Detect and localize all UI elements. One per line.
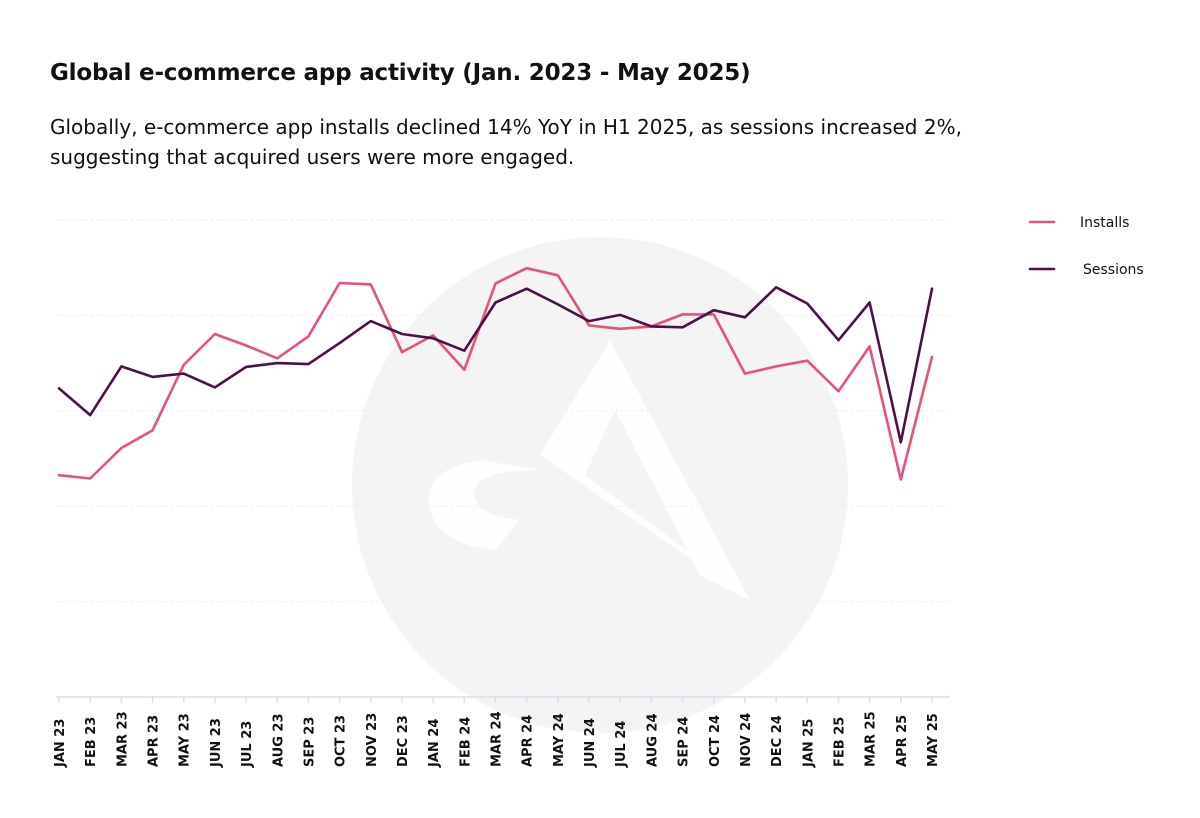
x-tick-label: NOV 24 <box>739 713 754 767</box>
legend: Installs Sessions <box>1028 215 1144 278</box>
x-tick-label: APR 23 <box>147 715 162 767</box>
x-tick-label: JUN 23 <box>209 718 224 768</box>
x-tick-label: FEB 23 <box>84 717 99 767</box>
x-tick-label: OCT 24 <box>708 715 723 767</box>
x-tick-label: JUL 23 <box>240 721 255 768</box>
series-line-sessions <box>57 285 934 444</box>
x-tick-label: FEB 25 <box>832 717 847 767</box>
watermark-glyph <box>540 340 750 600</box>
chart-subtitle: Globally, e-commerce app installs declin… <box>50 115 962 169</box>
legend-label-installs: Installs <box>1080 215 1129 231</box>
legend-label-sessions: Sessions <box>1083 262 1144 278</box>
x-tick-label: NOV 23 <box>365 713 380 767</box>
x-tick-label: FEB 24 <box>458 717 473 767</box>
x-tick-label: APR 25 <box>895 715 910 767</box>
x-tick-label: JAN 25 <box>801 719 816 768</box>
x-tick-marks <box>58 697 933 703</box>
x-tick-label: MAY 25 <box>926 713 941 767</box>
watermark-logo <box>352 237 848 733</box>
x-tick-label: MAY 24 <box>552 713 567 767</box>
x-tick-label: MAR 23 <box>115 711 130 767</box>
x-tick-label: JAN 24 <box>427 719 442 768</box>
x-tick-label: APR 24 <box>521 715 536 767</box>
x-tick-label: AUG 24 <box>645 713 660 767</box>
grid-lines <box>56 219 950 603</box>
x-tick-label: AUG 23 <box>271 713 286 767</box>
x-tick-label: OCT 23 <box>334 715 349 767</box>
watermark-glyph-tail <box>428 460 540 550</box>
x-axis-labels: JAN 23 FEB 23 MAR 23 APR 23 MAY 23 JUN 23 JUL … <box>53 711 941 768</box>
x-tick-label: SEP 24 <box>677 717 692 767</box>
watermark-circle <box>352 237 848 733</box>
chart-title: Global e-commerce app activity (Jan. 202… <box>50 60 751 86</box>
x-tick-label: SEP 23 <box>302 717 317 767</box>
x-tick-label: DEC 24 <box>770 715 785 767</box>
series-line-installs <box>57 266 934 481</box>
series-lines <box>57 266 934 481</box>
x-tick-label: JAN 23 <box>53 719 68 768</box>
x-tick-label: MAR 24 <box>490 711 505 767</box>
x-tick-label: MAR 25 <box>864 711 879 767</box>
x-tick-label: JUN 24 <box>583 718 598 768</box>
x-tick-label: MAY 23 <box>178 713 193 767</box>
x-tick-label: JUL 24 <box>614 721 629 768</box>
x-tick-label: DEC 23 <box>396 715 411 767</box>
